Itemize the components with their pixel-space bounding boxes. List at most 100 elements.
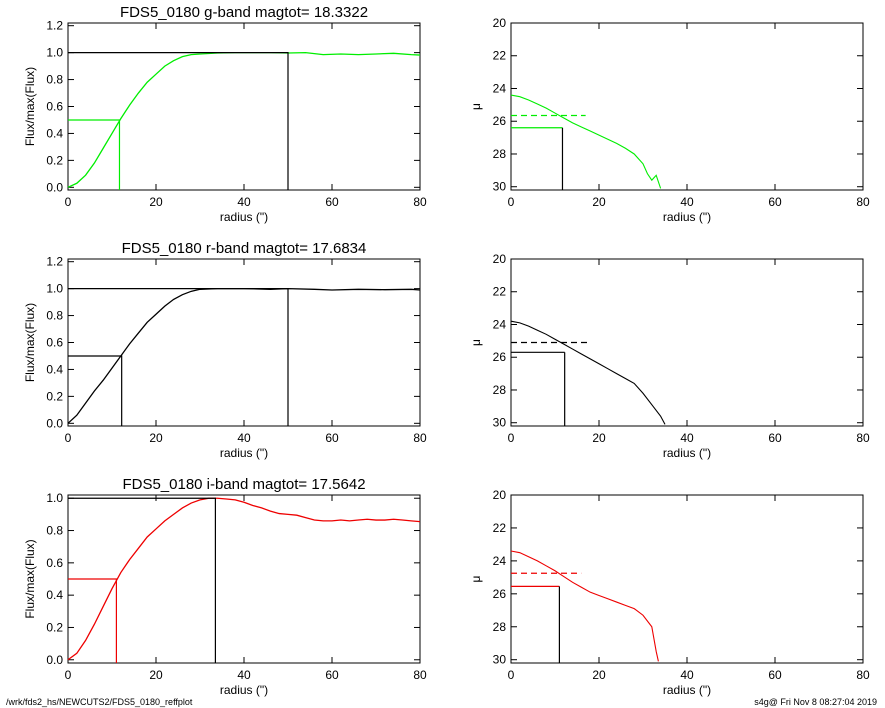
surface-brightness-line	[510, 550, 659, 662]
footer-timestamp: s4g@ Fri Nov 8 08:27:04 2019	[754, 697, 877, 707]
half-light-marker	[68, 119, 121, 190]
plot-title: FDS5_0180 r-band magtot= 17.6834	[122, 240, 367, 257]
y-tick-label: 0.6	[46, 100, 63, 114]
x-tick-label: 40	[237, 431, 251, 445]
y-tick-label: 1.0	[46, 46, 63, 60]
x-tick-label: 20	[592, 431, 606, 445]
plot-frame	[67, 258, 421, 427]
x-tick-label: 0	[508, 431, 515, 445]
x-tick-label: 80	[856, 195, 870, 209]
y-tick-label: 0.6	[46, 556, 63, 570]
y-tick-label: 24	[493, 554, 507, 568]
y-tick-label: 0.2	[46, 389, 63, 403]
x-tick-label: 80	[856, 668, 870, 682]
y-tick-label: 0.4	[46, 588, 63, 602]
x-tick-label: 60	[325, 668, 339, 682]
x-tick-label: 20	[592, 668, 606, 682]
plot-title: FDS5_0180 i-band magtot= 17.5642	[122, 476, 365, 493]
y-tick-label: 0.8	[46, 524, 63, 538]
x-tick-label: 0	[508, 668, 515, 682]
y-tick-label: 22	[493, 285, 507, 299]
x-axis-label: radius (")	[220, 446, 268, 460]
plot-frame	[67, 22, 421, 191]
x-tick-label: 0	[65, 195, 72, 209]
y-tick-label: 0.8	[46, 73, 63, 87]
x-axis-label: radius (")	[663, 683, 711, 697]
x-axis-label: radius (")	[220, 210, 268, 224]
y-tick-label: 26	[493, 114, 507, 128]
plot-frame	[67, 494, 421, 664]
x-tick-label: 20	[149, 195, 163, 209]
y-tick-label: 30	[493, 180, 507, 194]
y-tick-label: 1.0	[46, 491, 63, 505]
y-tick-label: 0.0	[46, 180, 63, 194]
x-axis-label: radius (")	[663, 210, 711, 224]
surface-brightness-line	[510, 94, 662, 189]
y-tick-label: 0.2	[46, 153, 63, 167]
x-tick-label: 60	[768, 431, 782, 445]
x-tick-label: 40	[237, 195, 251, 209]
y-tick-label: 0.4	[46, 126, 63, 140]
y-tick-label: 28	[493, 620, 507, 634]
x-tick-label: 80	[413, 668, 427, 682]
x-axis-label: radius (")	[663, 446, 711, 460]
x-tick-label: 60	[325, 431, 339, 445]
y-tick-label: 20	[493, 16, 507, 30]
x-tick-label: 0	[508, 195, 515, 209]
surface-brightness-line	[510, 320, 666, 425]
y-tick-label: 26	[493, 350, 507, 364]
y-tick-label: 0.0	[46, 653, 63, 667]
total-radius-marker	[68, 497, 216, 663]
y-tick-label: 0.4	[46, 362, 63, 376]
y-axis-label: μ	[469, 575, 483, 582]
y-tick-label: 22	[493, 49, 507, 63]
y-tick-label: 28	[493, 147, 507, 161]
y-tick-label: 20	[493, 252, 507, 266]
y-axis-label: μ	[469, 339, 483, 346]
growth-curve-line	[67, 51, 421, 188]
footer-path: /wrk/fds2_hs/NEWCUTS2/FDS5_0180_reffplot	[6, 697, 193, 707]
x-tick-label: 80	[413, 195, 427, 209]
x-tick-label: 20	[149, 668, 163, 682]
x-tick-label: 20	[592, 195, 606, 209]
x-tick-label: 20	[149, 431, 163, 445]
x-tick-label: 60	[325, 195, 339, 209]
half-light-marker	[68, 578, 118, 663]
y-tick-label: 20	[493, 488, 507, 502]
x-tick-label: 40	[680, 195, 694, 209]
total-radius-marker	[68, 52, 289, 190]
y-axis-label: Flux/max(Flux)	[23, 539, 37, 618]
x-axis-label: radius (")	[220, 683, 268, 697]
x-tick-label: 60	[768, 195, 782, 209]
y-axis-label: Flux/max(Flux)	[23, 303, 37, 382]
y-tick-label: 1.2	[46, 255, 63, 269]
x-tick-label: 80	[413, 431, 427, 445]
y-tick-label: 30	[493, 416, 507, 430]
plot-title: FDS5_0180 g-band magtot= 18.3322	[120, 4, 368, 21]
half-light-marker	[68, 355, 123, 426]
y-tick-label: 24	[493, 317, 507, 331]
y-tick-label: 1.0	[46, 282, 63, 296]
x-tick-label: 80	[856, 431, 870, 445]
y-tick-label: 28	[493, 383, 507, 397]
y-tick-label: 22	[493, 521, 507, 535]
y-axis-label: Flux/max(Flux)	[23, 67, 37, 146]
y-tick-label: 1.2	[46, 19, 63, 33]
x-tick-label: 40	[680, 668, 694, 682]
x-tick-label: 40	[680, 431, 694, 445]
total-radius-marker	[68, 288, 289, 426]
x-tick-label: 60	[768, 668, 782, 682]
x-tick-label: 0	[65, 431, 72, 445]
y-tick-label: 0.0	[46, 416, 63, 430]
x-tick-label: 0	[65, 668, 72, 682]
plot-frame	[510, 22, 864, 191]
plot-frame	[510, 494, 864, 664]
y-tick-label: 24	[493, 81, 507, 95]
y-tick-label: 0.2	[46, 620, 63, 634]
y-tick-label: 0.6	[46, 336, 63, 350]
growth-curve-line	[67, 287, 421, 424]
growth-curve-line	[67, 497, 421, 661]
x-tick-label: 40	[237, 668, 251, 682]
y-axis-label: μ	[469, 103, 483, 110]
